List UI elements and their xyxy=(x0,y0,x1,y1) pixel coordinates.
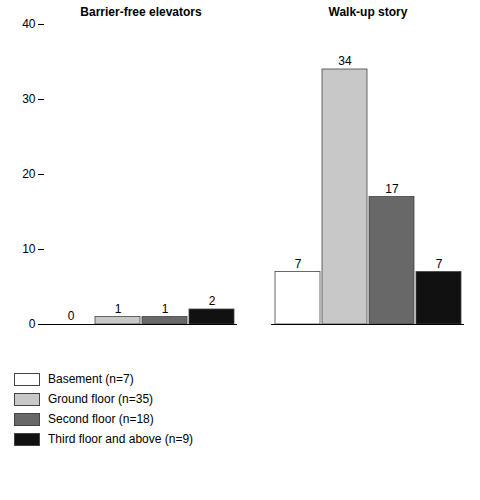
svg-text:7: 7 xyxy=(436,257,443,271)
svg-text:10: 10 xyxy=(22,242,36,256)
svg-text:20: 20 xyxy=(22,167,36,181)
svg-text:2: 2 xyxy=(209,294,216,308)
svg-text:1: 1 xyxy=(162,302,169,316)
svg-text:Walk-up story: Walk-up story xyxy=(329,5,408,19)
html-text:Ground floor (n=35): Ground floor (n=35) xyxy=(48,392,154,406)
html-text:Third floor and above (n=9): Third floor and above (n=9) xyxy=(48,432,194,446)
svg-text:17: 17 xyxy=(385,182,399,196)
svg-text:34: 34 xyxy=(338,54,352,68)
html-text:Second floor (n=18): Second floor (n=18) xyxy=(48,412,154,426)
svg-text:0: 0 xyxy=(29,317,36,331)
svg-text:1: 1 xyxy=(115,302,122,316)
html-text:Basement (n=7): Basement (n=7) xyxy=(48,372,134,386)
svg-text:30: 30 xyxy=(22,92,36,106)
svg-text:Barrier-free elevators: Barrier-free elevators xyxy=(80,5,202,19)
svg-text:40: 40 xyxy=(22,17,36,31)
svg-text:0: 0 xyxy=(68,309,75,323)
svg-text:7: 7 xyxy=(295,257,302,271)
